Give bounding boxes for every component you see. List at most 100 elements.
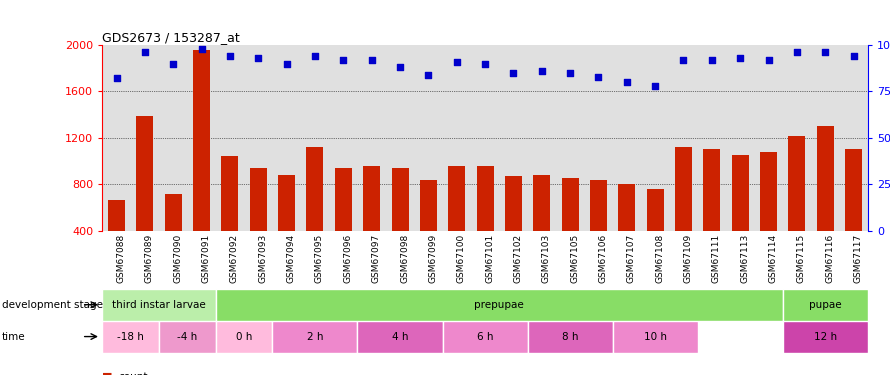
Bar bbox=[789, 136, 805, 277]
Text: GSM67100: GSM67100 bbox=[457, 234, 465, 283]
Point bbox=[166, 60, 181, 67]
Bar bbox=[817, 126, 834, 277]
Point bbox=[591, 74, 605, 80]
Bar bbox=[675, 147, 692, 277]
Text: count: count bbox=[118, 372, 148, 375]
Bar bbox=[335, 168, 352, 277]
Bar bbox=[732, 155, 748, 277]
Bar bbox=[392, 168, 409, 277]
Text: GDS2673 / 153287_at: GDS2673 / 153287_at bbox=[102, 31, 240, 44]
Bar bbox=[442, 321, 528, 352]
Text: GSM67093: GSM67093 bbox=[258, 234, 267, 283]
Point bbox=[789, 50, 804, 55]
Text: GSM67091: GSM67091 bbox=[201, 234, 211, 283]
Text: GSM67103: GSM67103 bbox=[542, 234, 551, 283]
Text: GSM67098: GSM67098 bbox=[400, 234, 409, 283]
Bar bbox=[358, 321, 442, 352]
Point bbox=[279, 60, 294, 67]
Bar bbox=[619, 184, 635, 277]
Text: -18 h: -18 h bbox=[117, 332, 144, 342]
Bar bbox=[278, 175, 295, 277]
Point bbox=[762, 57, 776, 63]
Text: development stage: development stage bbox=[2, 300, 102, 310]
Text: 12 h: 12 h bbox=[813, 332, 837, 342]
Text: 10 h: 10 h bbox=[643, 332, 667, 342]
Point bbox=[194, 46, 208, 52]
Bar bbox=[476, 166, 494, 277]
Point bbox=[846, 53, 861, 59]
Text: GSM67097: GSM67097 bbox=[372, 234, 381, 283]
Text: GSM67092: GSM67092 bbox=[230, 234, 239, 283]
Text: GSM67107: GSM67107 bbox=[627, 234, 635, 283]
Text: GSM67106: GSM67106 bbox=[598, 234, 608, 283]
Bar bbox=[528, 321, 612, 352]
Point bbox=[506, 70, 521, 76]
Text: GSM67101: GSM67101 bbox=[485, 234, 494, 283]
Text: GSM67111: GSM67111 bbox=[712, 234, 721, 283]
Text: ■: ■ bbox=[102, 372, 117, 375]
Text: time: time bbox=[2, 332, 26, 342]
Point bbox=[222, 53, 237, 59]
Bar bbox=[215, 289, 782, 321]
Point bbox=[619, 79, 634, 85]
Text: 0 h: 0 h bbox=[236, 332, 252, 342]
Point bbox=[818, 50, 832, 55]
Point bbox=[336, 57, 351, 63]
Point bbox=[676, 57, 691, 63]
Text: GSM67094: GSM67094 bbox=[287, 234, 295, 283]
Text: GSM67115: GSM67115 bbox=[797, 234, 805, 283]
Text: GSM67109: GSM67109 bbox=[684, 234, 692, 283]
Bar bbox=[533, 175, 550, 277]
Bar bbox=[136, 116, 153, 277]
Point bbox=[733, 55, 748, 61]
Bar bbox=[250, 168, 267, 277]
Bar bbox=[760, 152, 777, 277]
Bar bbox=[420, 180, 437, 277]
Bar bbox=[612, 321, 698, 352]
Text: GSM67095: GSM67095 bbox=[315, 234, 324, 283]
Text: GSM67105: GSM67105 bbox=[570, 234, 579, 283]
Point bbox=[308, 53, 322, 59]
Text: GSM67117: GSM67117 bbox=[854, 234, 862, 283]
Bar bbox=[703, 149, 720, 277]
Point bbox=[392, 64, 407, 70]
Text: third instar larvae: third instar larvae bbox=[112, 300, 206, 310]
Point bbox=[535, 68, 549, 74]
Bar bbox=[846, 149, 862, 277]
Point bbox=[251, 55, 265, 61]
Bar bbox=[165, 194, 182, 277]
Bar bbox=[222, 156, 239, 277]
Text: 6 h: 6 h bbox=[477, 332, 493, 342]
Point bbox=[109, 75, 124, 81]
Text: GSM67099: GSM67099 bbox=[428, 234, 437, 283]
Bar bbox=[102, 289, 215, 321]
Text: 8 h: 8 h bbox=[562, 332, 578, 342]
Bar bbox=[272, 321, 358, 352]
Bar bbox=[108, 201, 125, 277]
Text: GSM67113: GSM67113 bbox=[740, 234, 749, 283]
Bar bbox=[193, 50, 210, 277]
Point bbox=[421, 72, 435, 78]
Bar bbox=[782, 289, 868, 321]
Text: -4 h: -4 h bbox=[177, 332, 198, 342]
Text: GSM67114: GSM67114 bbox=[769, 234, 778, 283]
Bar bbox=[102, 321, 159, 352]
Text: GSM67088: GSM67088 bbox=[117, 234, 125, 283]
Bar bbox=[590, 180, 607, 277]
Text: prepupae: prepupae bbox=[474, 300, 524, 310]
Text: 4 h: 4 h bbox=[392, 332, 409, 342]
Point bbox=[563, 70, 578, 76]
Text: GSM67096: GSM67096 bbox=[344, 234, 352, 283]
Bar bbox=[363, 166, 380, 277]
Text: GSM67102: GSM67102 bbox=[514, 234, 522, 283]
Bar bbox=[449, 166, 465, 277]
Text: pupae: pupae bbox=[809, 300, 842, 310]
Text: 2 h: 2 h bbox=[307, 332, 323, 342]
Bar bbox=[159, 321, 215, 352]
Bar bbox=[505, 176, 522, 277]
Bar bbox=[562, 178, 578, 277]
Bar bbox=[215, 321, 272, 352]
Point bbox=[478, 60, 492, 67]
Bar bbox=[782, 321, 868, 352]
Bar bbox=[647, 189, 664, 277]
